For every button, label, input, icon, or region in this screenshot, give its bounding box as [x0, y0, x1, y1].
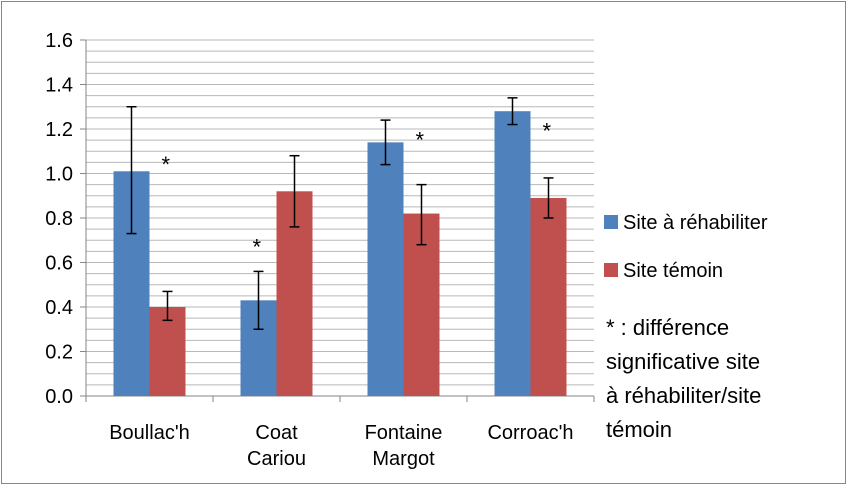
significance-marker: *	[543, 119, 552, 144]
y-tick-label: 1.4	[45, 75, 73, 97]
y-tick-label: 0.2	[45, 342, 73, 364]
significance-note: à réhabiliter/site	[606, 383, 761, 408]
y-tick-label: 0.4	[45, 297, 73, 319]
y-tick-label: 0.6	[45, 253, 73, 275]
bar	[149, 307, 186, 396]
bar	[494, 111, 531, 396]
x-tick-label: Boullac'h	[109, 422, 190, 444]
significance-marker: *	[416, 127, 425, 152]
bar	[530, 197, 567, 396]
significance-note: significative site	[606, 349, 760, 374]
y-tick-label: 0.0	[45, 386, 73, 408]
significance-marker: *	[162, 152, 171, 177]
y-tick-label: 0.8	[45, 208, 73, 230]
y-tick-label: 1.6	[45, 30, 73, 52]
legend-swatch	[604, 215, 618, 229]
x-tick-label: Corroac'h	[487, 422, 573, 444]
bar	[367, 142, 404, 396]
significance-note: témoin	[606, 417, 672, 442]
x-tick-label: Fontaine	[365, 422, 443, 444]
legend-swatch	[604, 263, 618, 277]
x-tick-label: Margot	[372, 448, 435, 470]
significance-note: * : différence	[606, 315, 729, 340]
y-tick-label: 1.2	[45, 119, 73, 141]
y-tick-label: 1.0	[45, 164, 73, 186]
legend-label: Site à réhabiliter	[623, 212, 768, 234]
significance-marker: *	[253, 234, 262, 259]
legend-label: Site témoin	[623, 260, 723, 282]
x-tick-label: Coat	[255, 422, 298, 444]
x-tick-label: Cariou	[247, 448, 306, 470]
